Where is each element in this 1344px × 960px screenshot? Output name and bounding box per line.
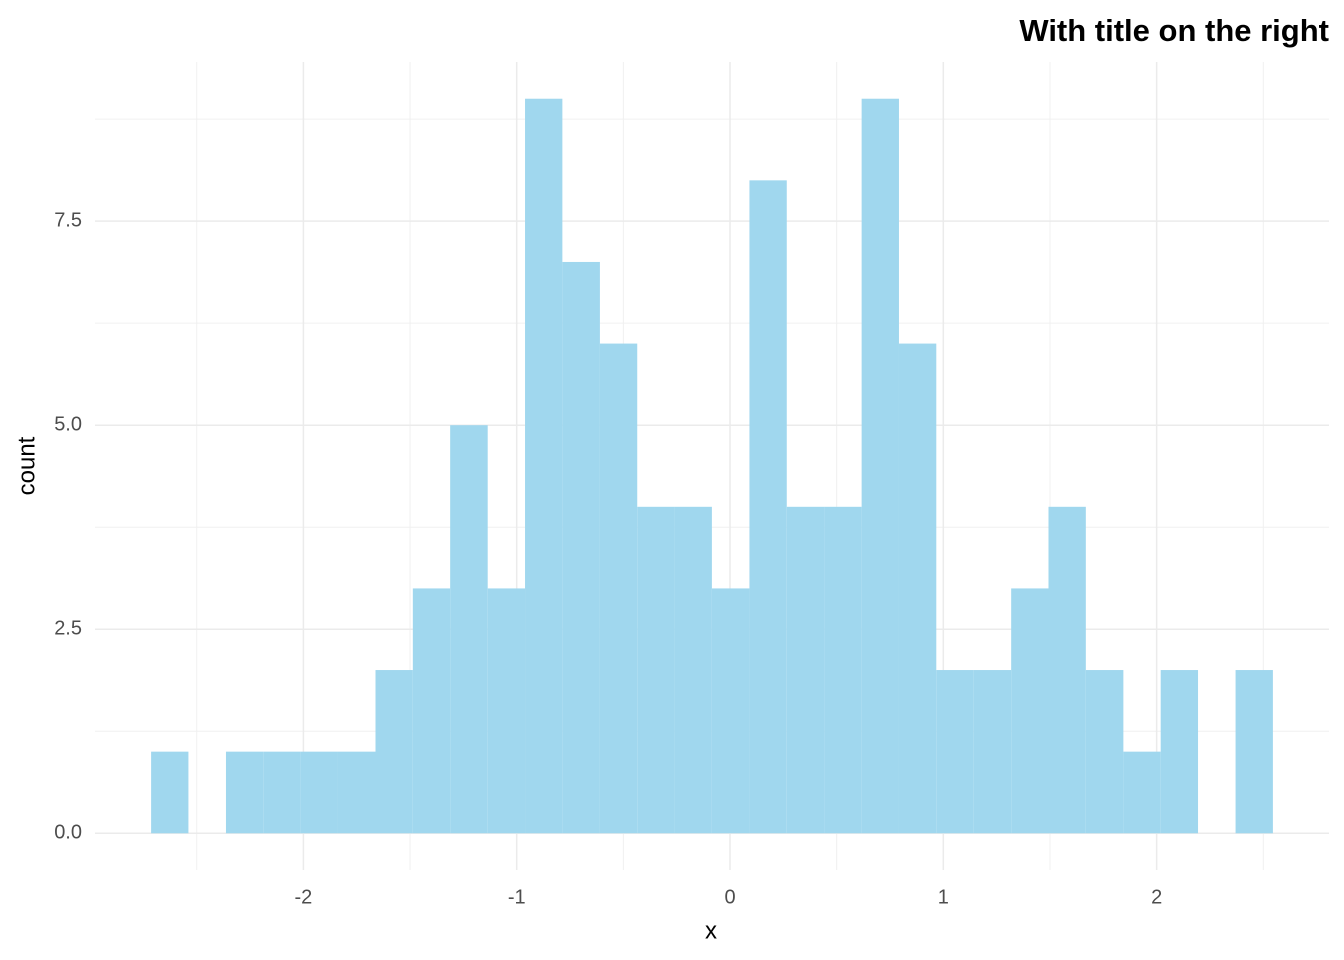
bar [898, 343, 937, 834]
x-tick-label: 0 [724, 886, 735, 908]
bar [487, 588, 526, 834]
bar [711, 588, 750, 834]
bar [263, 751, 301, 834]
bar [225, 751, 264, 834]
bar [973, 670, 1012, 834]
bar [1235, 670, 1273, 834]
bar [300, 751, 338, 834]
bar [786, 506, 825, 834]
y-tick-label: 2.5 [54, 618, 82, 640]
x-tick-label: -2 [295, 886, 313, 908]
bar [151, 751, 189, 834]
bar [861, 98, 899, 834]
bar [1048, 506, 1086, 834]
bar [674, 506, 712, 834]
bar [375, 670, 413, 834]
x-axis-title: x [705, 917, 717, 944]
x-tick-label: 2 [1151, 886, 1162, 908]
bar [1160, 670, 1199, 834]
y-tick-label: 7.5 [54, 209, 82, 231]
x-tick-label: -1 [508, 886, 526, 908]
bar [1085, 670, 1124, 834]
bar [936, 670, 974, 834]
y-tick-label: 5.0 [54, 413, 82, 435]
bar [1011, 588, 1049, 834]
bar [450, 425, 488, 834]
y-axis-title: count [13, 436, 40, 495]
bar [749, 180, 787, 834]
bar [562, 261, 600, 834]
bar [412, 588, 451, 834]
bar [637, 506, 675, 834]
x-tick-label: 1 [938, 886, 949, 908]
bar [525, 98, 563, 834]
bar [337, 751, 376, 834]
bar [1123, 751, 1161, 834]
bar [599, 343, 638, 834]
bar [824, 506, 862, 834]
chart-title: With title on the right [1019, 13, 1329, 48]
y-tick-label: 0.0 [54, 822, 82, 844]
